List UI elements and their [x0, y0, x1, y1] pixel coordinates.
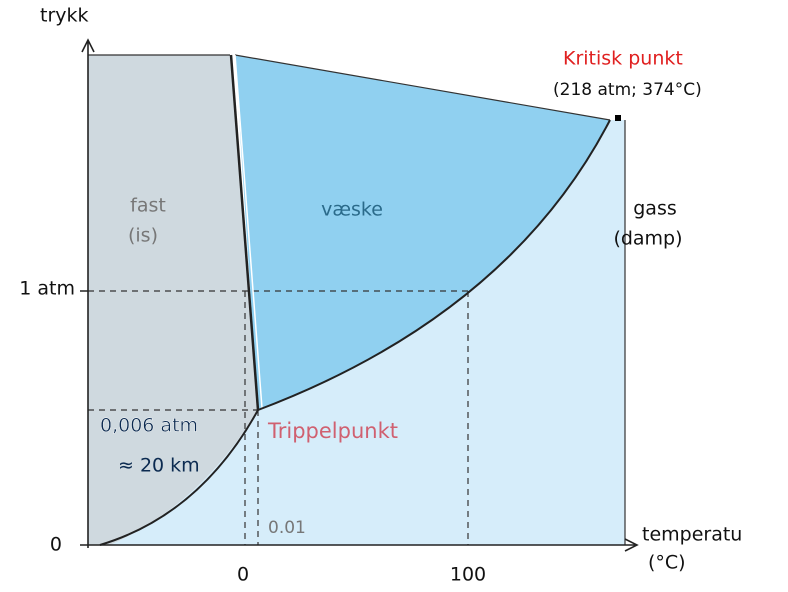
- x-axis-label: temperatu: [642, 524, 742, 546]
- critical-label: Kritisk punkt: [563, 48, 683, 70]
- x-axis: [80, 538, 639, 552]
- vaporization-curve: [257, 119, 611, 411]
- region-label: fast: [130, 195, 166, 217]
- y-tick-label: 0: [50, 534, 62, 556]
- liquid-region: [235, 55, 610, 410]
- region-sublabel: (is): [128, 225, 158, 247]
- guide: [88, 290, 469, 545]
- melting-curve: [229, 54, 260, 411]
- region-label: gass: [633, 198, 677, 220]
- triple-pressure: 0,006 atm: [100, 415, 198, 437]
- solid-region: [88, 55, 258, 545]
- triple-label: Trippelpunkt: [267, 419, 398, 443]
- gas-region: [110, 120, 625, 545]
- critical-detail: (218 atm; 374°C): [553, 80, 702, 100]
- y-tick-label: 1 atm: [19, 278, 75, 300]
- region-label: væske: [321, 199, 383, 221]
- y-axis: [81, 38, 95, 548]
- melting-highlight: [234, 54, 263, 409]
- region-sublabel: (damp): [613, 228, 682, 250]
- liquid-top: [234, 54, 611, 121]
- x-tick-label: 100: [450, 564, 486, 586]
- x-tick-label: 0: [237, 564, 249, 586]
- sublimation-curve: [99, 409, 259, 546]
- triple-temperature: 0.01: [268, 518, 306, 538]
- critical-point: [615, 115, 621, 121]
- y-axis-label: trykk: [40, 5, 89, 27]
- triple-altitude: ≈ 20 km: [118, 455, 200, 477]
- x-axis-unit: (°C): [648, 552, 686, 574]
